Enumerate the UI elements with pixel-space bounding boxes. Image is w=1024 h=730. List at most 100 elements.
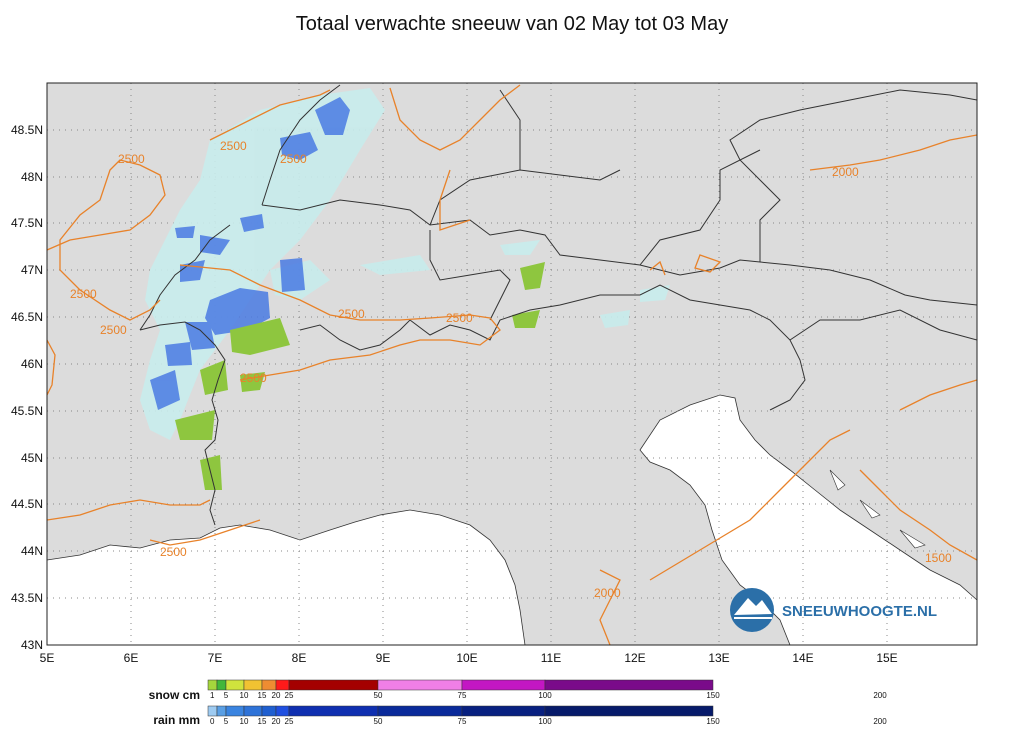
snow-tick-label: 5 — [224, 691, 229, 700]
island — [859, 499, 881, 519]
lat-tick-label: 47N — [21, 263, 43, 277]
rain-colorbar-segment — [275, 705, 290, 717]
contour-label: 2500 — [70, 287, 97, 301]
snow-colorbar-ticks: 1 5 10 15 20 25 50 75 100 150 200 — [210, 691, 887, 700]
country-borders — [139, 84, 977, 526]
island — [829, 469, 846, 491]
snow-colorbar-segment — [275, 679, 290, 691]
sea-adriatic — [639, 394, 977, 645]
lon-tick-label: 15E — [876, 651, 897, 665]
snow-tick-label: 100 — [538, 691, 552, 700]
lat-tick-label: 45.5N — [11, 404, 43, 418]
snow-colorbar-segment — [216, 679, 227, 691]
lat-tick-label: 48.5N — [11, 123, 43, 137]
contour-label: 2500 — [100, 323, 127, 337]
rain-colorbar-ticks: 0 5 10 15 20 25 50 75 100 150 200 — [210, 717, 887, 726]
contour-label: 2500 — [160, 545, 187, 559]
longitude-labels: 5E 6E 7E 8E 9E 10E 11E 12E 13E 14E 15E — [40, 651, 898, 665]
snow-tick-label: 1 — [210, 691, 215, 700]
rain-tick-label: 0 — [210, 717, 215, 726]
lon-tick-label: 10E — [456, 651, 477, 665]
rain-tick-label: 15 — [258, 717, 267, 726]
contour-label: 2500 — [280, 152, 307, 166]
contour-label: 2000 — [832, 165, 859, 179]
snow-colorbar-segment — [243, 679, 263, 691]
snow-colorbar — [207, 679, 714, 691]
lat-tick-label: 46.5N — [11, 310, 43, 324]
lon-tick-label: 7E — [208, 651, 223, 665]
lon-tick-label: 14E — [792, 651, 813, 665]
snow-patches — [175, 262, 545, 490]
lat-tick-label: 43.5N — [11, 591, 43, 605]
lat-tick-label: 44.5N — [11, 497, 43, 511]
contour-label: 2500 — [220, 139, 247, 153]
snow-colorbar-segment — [207, 679, 218, 691]
snow-colorbar-segment — [544, 679, 714, 691]
legend: snow cm 1 5 10 15 20 25 50 75 100 150 200 rain mm … — [149, 679, 887, 727]
lon-tick-label: 13E — [708, 651, 729, 665]
map-area: 2500 2500 2500 2500 2500 2500 2500 2500 … — [47, 83, 977, 645]
contour-label: 2500 — [446, 311, 473, 325]
freezing-level-contours — [47, 84, 977, 645]
snow-tick-label: 75 — [458, 691, 467, 700]
lat-tick-label: 46N — [21, 357, 43, 371]
brand-logo[interactable]: SNEEUWHOOGTE.NL — [730, 588, 937, 632]
rain-colorbar-segment — [225, 705, 245, 717]
rain-tick-label: 5 — [224, 717, 229, 726]
map-frame — [46, 82, 978, 646]
lat-tick-label: 43N — [21, 638, 43, 652]
graticule — [47, 83, 977, 645]
lon-tick-label: 5E — [40, 651, 55, 665]
rain-tick-label: 25 — [285, 717, 294, 726]
rain-tick-label: 20 — [272, 717, 281, 726]
snow-tick-label: 150 — [706, 691, 720, 700]
rain-colorbar — [207, 705, 714, 717]
rain-colorbar-segment — [288, 705, 379, 717]
latitude-labels: 48.5N 48N 47.5N 47N 46.5N 46N 45.5N 45N … — [11, 123, 43, 652]
rain-colorbar-segment — [461, 705, 546, 717]
snow-tick-label: 50 — [374, 691, 383, 700]
contour-label: 2000 — [594, 586, 621, 600]
lon-tick-label: 11E — [541, 651, 561, 665]
snow-colorbar-segment — [225, 679, 245, 691]
lat-tick-label: 44N — [21, 544, 43, 558]
snow-legend-title: snow cm — [149, 688, 200, 702]
precip-heavy — [150, 97, 350, 410]
contour-label: 2500 — [240, 371, 267, 385]
brand-text: SNEEUWHOOGTE.NL — [782, 603, 937, 620]
snow-colorbar-segment — [288, 679, 379, 691]
contour-label: 1500 — [925, 551, 952, 565]
snow-colorbar-segment — [261, 679, 277, 691]
rain-tick-label: 10 — [240, 717, 249, 726]
lat-tick-label: 48N — [21, 170, 43, 184]
lon-tick-label: 12E — [624, 651, 645, 665]
rain-tick-label: 200 — [873, 717, 887, 726]
rain-colorbar-segment — [216, 705, 227, 717]
map-title: Totaal verwachte sneeuw van 02 May tot 0… — [295, 13, 729, 35]
rain-tick-label: 75 — [458, 717, 467, 726]
snow-tick-label: 25 — [285, 691, 294, 700]
rain-colorbar-segment — [544, 705, 714, 717]
snow-tick-label: 200 — [873, 691, 887, 700]
contour-labels: 2500 2500 2500 2500 2500 2500 2500 2500 … — [70, 139, 952, 600]
snow-colorbar-segment — [377, 679, 463, 691]
rain-legend-title: rain mm — [153, 713, 200, 727]
rain-colorbar-segment — [377, 705, 463, 717]
snow-colorbar-segment — [461, 679, 546, 691]
contour-label: 2500 — [338, 307, 365, 321]
lon-tick-label: 6E — [124, 651, 139, 665]
contour-label: 2500 — [118, 152, 145, 166]
lat-tick-label: 45N — [21, 451, 43, 465]
rain-colorbar-segment — [207, 705, 218, 717]
snow-tick-label: 15 — [258, 691, 267, 700]
island — [899, 529, 926, 549]
rain-tick-label: 100 — [538, 717, 552, 726]
rain-colorbar-segment — [243, 705, 263, 717]
rain-colorbar-segment — [261, 705, 277, 717]
snow-tick-label: 10 — [240, 691, 249, 700]
lon-tick-label: 8E — [292, 651, 307, 665]
rain-tick-label: 150 — [706, 717, 720, 726]
rain-tick-label: 50 — [374, 717, 383, 726]
lat-tick-label: 47.5N — [11, 216, 43, 230]
